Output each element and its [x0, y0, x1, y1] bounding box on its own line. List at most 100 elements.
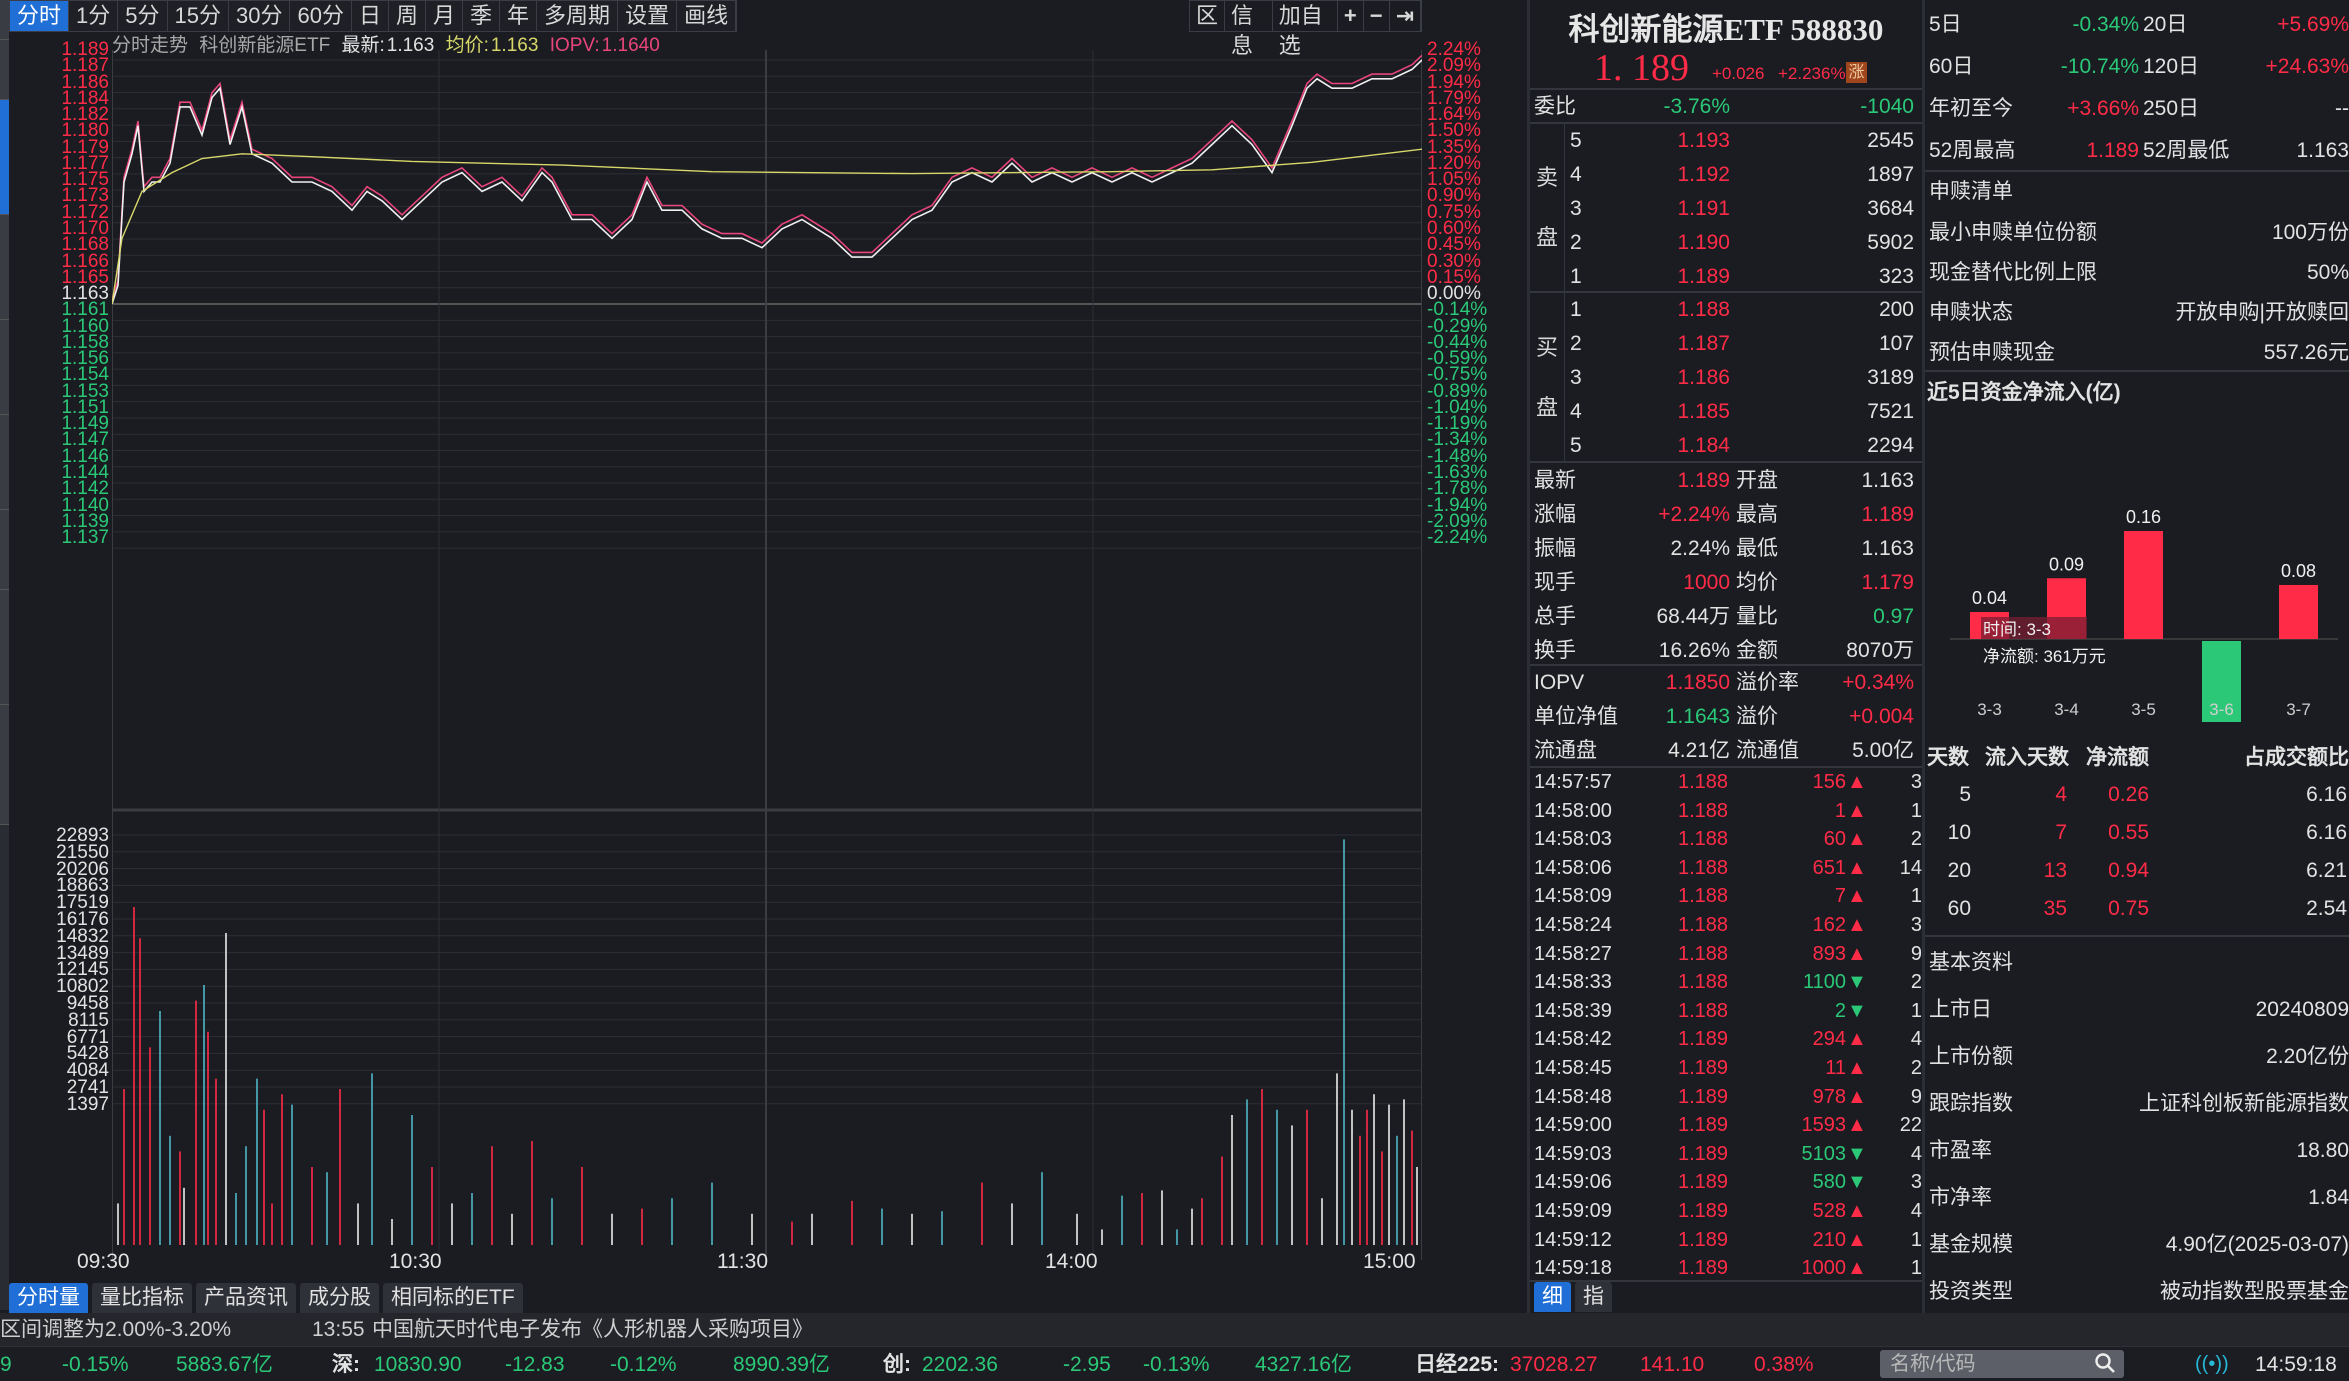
flow-table-cell: 10 [1947, 821, 1971, 844]
pct-tick: -1.48% [1427, 445, 1488, 467]
zoom-in-icon[interactable]: + [1338, 1, 1364, 31]
level-price: 1.184 [1677, 434, 1730, 457]
sidebar-tab[interactable] [0, 510, 9, 590]
period-tab[interactable]: 周 [389, 1, 426, 31]
flow-table-cell: 6.21 [2306, 859, 2347, 882]
buy-level-row[interactable]: 2 1.187 107 [1530, 327, 1920, 360]
flow-bar[interactable] [2202, 641, 2241, 722]
flow-table-cell: 7 [2055, 821, 2067, 844]
period-tab[interactable]: 年 [500, 1, 538, 31]
tick-price: 1.188 [1678, 856, 1729, 879]
news-bar[interactable]: 区间调整为2.00%-3.20% 13:55 中国航天时代电子发布《人形机器人采… [0, 1313, 2349, 1346]
perf-label: 250日 [2143, 97, 2200, 120]
sell-level-row[interactable]: 3 1.191 3684 [1530, 192, 1920, 225]
panel-divider[interactable] [1527, 0, 1530, 1313]
sidebar-tab[interactable] [0, 320, 9, 415]
pct-tick: 1.50% [1427, 120, 1481, 142]
bottom-tab[interactable]: 分时量 [9, 1283, 88, 1313]
basic-section-title: 基本资料 [1925, 943, 2349, 983]
buy-level-row[interactable]: 1 1.188 200 [1530, 293, 1920, 326]
period-tab[interactable]: 5分 [118, 1, 168, 31]
connection-status-icon[interactable]: ((•)) [2195, 1353, 2229, 1375]
svg-text:3-7: 3-7 [2286, 700, 2311, 719]
tick-volume: 580 [1812, 1171, 1846, 1194]
period-tab[interactable]: 60分 [290, 1, 352, 31]
period-tab[interactable]: 30分 [229, 1, 291, 31]
tick-time: 14:59:03 [1534, 1142, 1612, 1165]
intraday-chart-pane: 分时 1分 5分 15分 30分 60分日周月季年多周期 设置 画线 区 信息 加自选 + −… [9, 0, 1487, 1310]
add-watchlist-button[interactable]: 加自选 [1273, 1, 1338, 58]
sidebar-tab[interactable] [0, 415, 9, 510]
pct-tick: 0.30% [1427, 250, 1481, 272]
period-tab[interactable]: 季 [463, 1, 501, 31]
period-tab[interactable]: 设置 [618, 1, 678, 31]
net-inflow-bar-chart[interactable]: 0.04 3-3 0.09 3-4 0.16 3-5 -0.12 3-6 0.08 3-7 时间: … [1925, 420, 2349, 730]
sidebar-tab-active[interactable] [0, 100, 9, 215]
pct-tick: -0.59% [1427, 348, 1488, 370]
pct-tick: 1.05% [1427, 169, 1481, 191]
buy-level-row[interactable]: 5 1.184 2294 [1530, 429, 1920, 462]
pct-tick: -1.63% [1427, 462, 1488, 484]
tick-time: 14:58:39 [1534, 999, 1612, 1022]
sidebar-tab[interactable] [0, 40, 9, 100]
price-tick: 1.142 [61, 478, 109, 500]
sidebar-tab[interactable] [0, 0, 9, 40]
level-number: 4 [1570, 163, 1582, 186]
price-volume-plot[interactable] [112, 50, 1422, 1260]
bottom-tab[interactable]: 相同标的ETF [383, 1283, 523, 1313]
sidebar-tab[interactable] [0, 215, 9, 320]
news-headline[interactable]: 中国航天时代电子发布《人形机器人采购项目》 [372, 1318, 813, 1341]
stat-label: 换手 [1534, 639, 1576, 662]
basic-value: 上证科创板新能源指数 [2139, 1092, 2349, 1115]
tick-price: 1.188 [1678, 828, 1729, 851]
zoom-out-icon[interactable]: − [1364, 1, 1390, 31]
bottom-tab[interactable]: 产品资讯 [196, 1283, 296, 1313]
period-tab[interactable]: 月 [426, 1, 464, 31]
security-title: 科创新能源ETF 588830 [1568, 12, 1884, 47]
sell-level-row[interactable]: 5 1.193 2545 [1530, 124, 1920, 157]
flow-bar[interactable] [2124, 531, 2163, 639]
news-item-left[interactable]: 区间调整为2.00%-3.20% [0, 1318, 232, 1341]
search-icon[interactable] [2094, 1352, 2116, 1374]
period-tab[interactable]: 日 [352, 1, 389, 31]
level-number: 3 [1570, 366, 1582, 389]
tick-tab[interactable]: 细 [1534, 1282, 1571, 1312]
price-tick: 1.180 [61, 120, 109, 142]
range-button[interactable]: 区 [1190, 1, 1226, 31]
price-tick: 1.147 [61, 429, 109, 451]
pct-tick: 0.00% [1427, 283, 1481, 305]
sidebar-tab[interactable] [0, 590, 9, 705]
flow-table-cell: 6.16 [2306, 821, 2347, 844]
arrow-up-icon: ▲ [1847, 885, 1867, 908]
sell-level-row[interactable]: 2 1.190 5902 [1530, 226, 1920, 259]
period-tab[interactable]: 画线 [677, 1, 737, 31]
flow-bar[interactable] [2279, 585, 2318, 639]
buy-level-row[interactable]: 4 1.185 7521 [1530, 395, 1920, 428]
latest-label: 最新: [341, 35, 385, 56]
period-tab[interactable]: 1分 [69, 1, 119, 31]
buy-level-row[interactable]: 3 1.186 3189 [1530, 361, 1920, 394]
stat-label: 最新 [1534, 469, 1576, 492]
period-tab[interactable]: 15分 [168, 1, 229, 31]
search-input[interactable]: 名称/代码 [1880, 1350, 2124, 1378]
sidebar-tab[interactable] [0, 705, 9, 825]
bottom-tab[interactable]: 成分股 [300, 1283, 379, 1313]
redeem-label: 申赎状态 [1929, 301, 2013, 324]
left-sidebar-strip[interactable] [0, 0, 9, 1310]
tick-row: 14:58:42 1.189 294 ▲ 4 [1530, 1025, 1922, 1054]
arrow-up-icon: ▲ [1847, 1228, 1867, 1251]
perf-value: -10.74% [2060, 55, 2139, 78]
jump-to-end-icon[interactable]: ⇥ [1390, 1, 1421, 31]
sell-level-row[interactable]: 4 1.192 1897 [1530, 158, 1920, 191]
tick-tab[interactable]: 指 [1575, 1282, 1612, 1312]
period-tab[interactable]: 多周期 [537, 1, 619, 31]
panel-divider[interactable] [1922, 0, 1925, 1313]
period-tab[interactable]: 分时 [10, 1, 70, 31]
redeem-value: 开放申购|开放赎回 [2175, 301, 2349, 324]
bottom-tab[interactable]: 量比指标 [92, 1283, 192, 1313]
stat-label: 溢价 [1736, 705, 1778, 728]
tick-price: 1.188 [1678, 971, 1729, 994]
sell-level-row[interactable]: 1 1.189 323 [1530, 260, 1920, 293]
info-button[interactable]: 信息 [1225, 1, 1273, 58]
arrow-up-icon: ▲ [1847, 799, 1867, 822]
